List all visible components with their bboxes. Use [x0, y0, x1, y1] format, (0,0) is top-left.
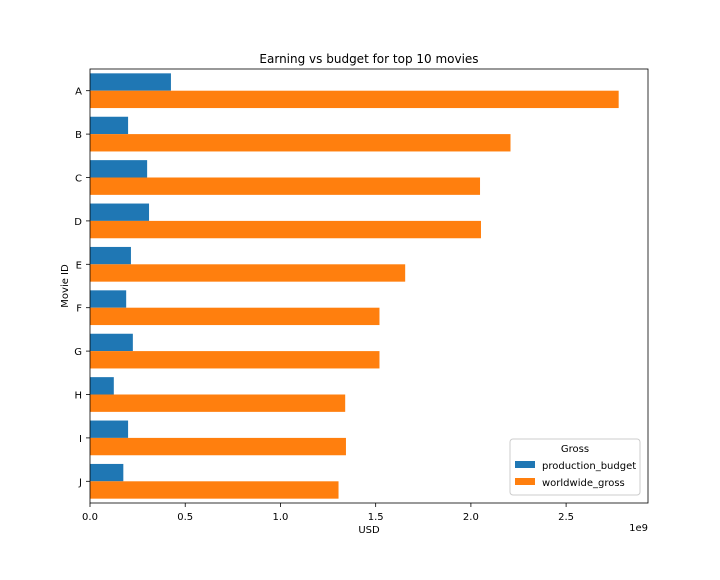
chart-title: Earning vs budget for top 10 movies: [259, 52, 478, 66]
bar-worldwide_gross-D: [90, 220, 481, 239]
bar-worldwide_gross-A: [90, 90, 619, 109]
y-tick-label-G: G: [74, 347, 82, 358]
legend-title: Gross: [561, 444, 589, 455]
bar-worldwide_gross-C: [90, 177, 481, 195]
y-tick-label-E: E: [76, 260, 82, 271]
y-tick-label-D: D: [74, 217, 82, 228]
bar-worldwide_gross-H: [90, 394, 346, 412]
plot-area: [89, 68, 649, 504]
bar-production_budget-F: [90, 290, 127, 308]
y-tick-label-B: B: [75, 130, 82, 141]
bar-production_budget-J: [90, 463, 124, 482]
bar-production_budget-G: [90, 333, 133, 352]
y-tick-label-F: F: [76, 304, 82, 315]
y-tick-label-A: A: [75, 87, 82, 98]
bar-production_budget-D: [90, 203, 150, 221]
x-axis-offset-text: 1e9: [629, 523, 648, 534]
bar-production_budget-E: [90, 246, 131, 265]
bar-production_budget-B: [90, 116, 129, 135]
legend-box: [509, 438, 641, 496]
y-tick-label-J: J: [78, 477, 82, 488]
bar-worldwide_gross-B: [90, 134, 511, 152]
bar-worldwide_gross-I: [90, 437, 346, 456]
y-axis-label: Movie ID: [60, 264, 71, 308]
x-tick-label-2.0: 2.0: [463, 512, 479, 523]
legend: Gross production_budget worldwide_gross: [509, 438, 641, 496]
bar-production_budget-I: [90, 420, 129, 438]
x-tick-label-1.0: 1.0: [272, 512, 288, 523]
x-tick-label-1.5: 1.5: [368, 512, 384, 523]
legend-label-worldwide_gross: worldwide_gross: [542, 478, 625, 489]
x-tick-label-2.5: 2.5: [558, 512, 574, 523]
bar-worldwide_gross-F: [90, 307, 380, 326]
bar-worldwide_gross-G: [90, 351, 380, 369]
y-axis: A B C D E F G H I J: [74, 87, 90, 488]
y-tick-label-H: H: [74, 391, 82, 402]
plot-frame: [89, 68, 649, 504]
legend-swatch-worldwide_gross: [515, 478, 535, 485]
bar-production_budget-A: [90, 73, 171, 91]
legend-label-production_budget: production_budget: [542, 461, 636, 472]
bar-worldwide_gross-E: [90, 264, 406, 282]
x-axis-label: USD: [358, 525, 380, 536]
x-axis: 0.0 0.5 1.0 1.5 2.0 2.5: [82, 503, 574, 523]
x-tick-label-0.0: 0.0: [82, 512, 98, 523]
bar-production_budget-H: [90, 377, 114, 395]
y-tick-label-C: C: [75, 174, 82, 185]
x-tick-label-0.5: 0.5: [177, 512, 193, 523]
y-tick-label-I: I: [79, 434, 82, 445]
legend-swatch-production_budget: [515, 461, 535, 468]
bar-worldwide_gross-J: [90, 481, 339, 499]
bar-production_budget-C: [90, 160, 148, 178]
